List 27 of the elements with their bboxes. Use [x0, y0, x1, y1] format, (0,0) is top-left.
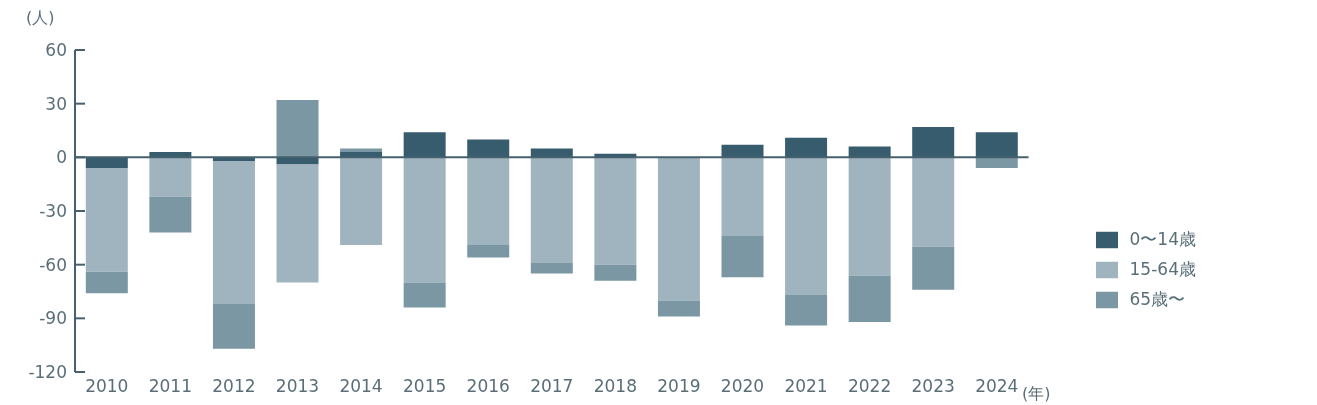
legend-label: 0〜14歳: [1129, 229, 1196, 249]
legend-label: 65歳〜: [1129, 289, 1186, 309]
x-tick-label: 2018: [593, 376, 637, 397]
y-tick-label: 60: [45, 40, 67, 61]
legend-label: 15-64歳: [1129, 259, 1196, 279]
y-tick-label: -120: [28, 362, 67, 383]
y-tick-label: -60: [39, 254, 67, 275]
x-tick-label: 2015: [403, 376, 447, 397]
x-tick-label: 2017: [530, 376, 574, 397]
x-tick-label: 2010: [85, 376, 129, 397]
x-tick-label: 2014: [339, 376, 383, 397]
y-tick-label: -30: [39, 201, 67, 222]
x-tick-label: 2024: [975, 376, 1019, 397]
y-tick-label: -90: [39, 308, 67, 329]
y-tick-label: 30: [45, 93, 67, 114]
x-tick-label: 2022: [847, 376, 892, 397]
y-axis-title: (人): [26, 8, 55, 29]
x-tick-label: 2016: [466, 376, 510, 397]
y-tick-label: 0: [56, 147, 67, 168]
x-tick-label: 2023: [911, 376, 955, 397]
x-tick-label: 2012: [212, 376, 256, 397]
x-tick-label: 2020: [720, 376, 765, 397]
x-axis-title: (年): [1022, 384, 1051, 405]
x-tick-label: 2021: [784, 376, 828, 397]
x-tick-label: 2019: [657, 376, 701, 397]
x-tick-label: 2011: [148, 376, 192, 397]
x-tick-label: 2013: [275, 376, 320, 397]
